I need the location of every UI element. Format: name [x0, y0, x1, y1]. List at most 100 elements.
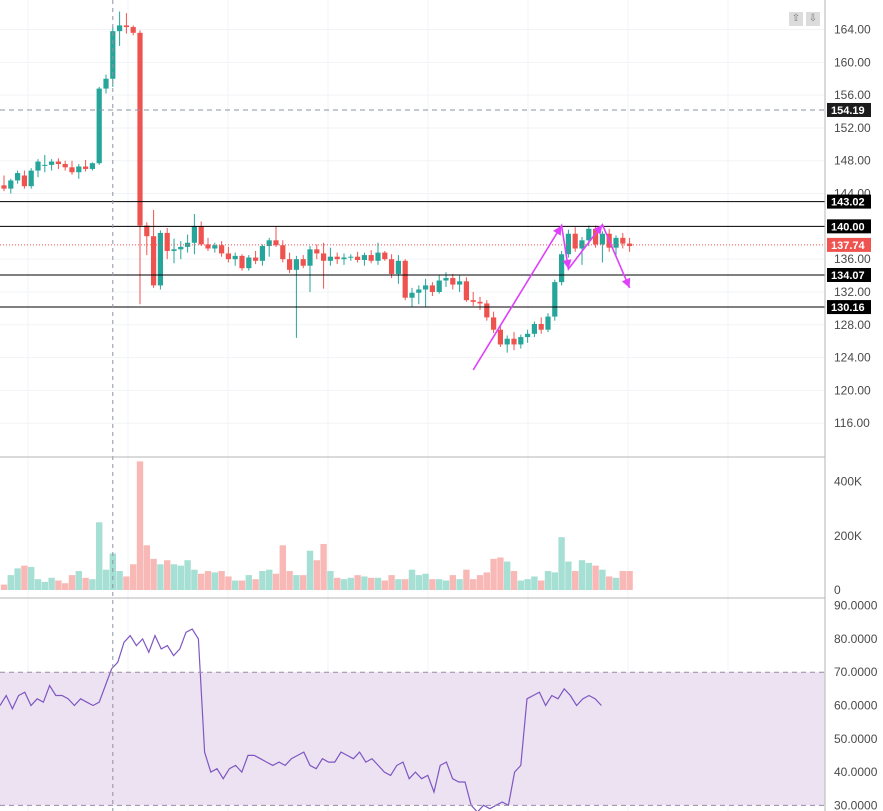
candle-body — [96, 88, 102, 164]
candle-body — [287, 259, 293, 270]
volume-axis: 400K 200K 0 — [834, 475, 862, 597]
candle-body — [389, 259, 395, 274]
rsi-tick-label: 80.0000 — [834, 632, 878, 646]
volume-bar — [102, 569, 110, 590]
candle-body — [212, 245, 218, 249]
price-tick-label: 156.00 — [834, 88, 871, 102]
scroll-up-icon[interactable]: ⇧ — [789, 12, 803, 26]
price-tag-box — [827, 102, 871, 117]
candle-body — [504, 338, 510, 345]
volume-bar — [327, 571, 334, 590]
volume-bar — [476, 575, 484, 590]
rsi-axis: 90.0000 80.0000 70.0000 60.0000 50.0000 40.00… — [834, 599, 878, 811]
volume-tick-label: 0 — [834, 583, 841, 597]
volume-bar — [585, 562, 592, 590]
price-tag-box — [827, 300, 871, 315]
volume-bar — [470, 579, 477, 590]
candle-body — [293, 259, 299, 270]
volume-bar — [96, 522, 103, 590]
volume-bar — [184, 560, 191, 590]
volume-bar — [490, 558, 497, 590]
candle-body — [307, 249, 313, 266]
candle-body — [246, 257, 252, 269]
volume-bar — [7, 575, 14, 590]
volume-bar — [436, 579, 443, 590]
volume-bar — [408, 569, 416, 590]
volume-bar — [150, 558, 157, 590]
volume-bar — [619, 571, 626, 590]
volume-bar — [286, 571, 293, 590]
volume-bar — [62, 583, 69, 590]
price-tick-label: 128.00 — [834, 318, 871, 332]
volume-bar — [558, 537, 565, 590]
price-tag: 140.00 — [827, 219, 871, 234]
candle-body — [117, 25, 123, 32]
volume-bar — [82, 577, 89, 590]
volume-bar — [551, 572, 558, 590]
volume-bar — [116, 571, 123, 590]
rsi-tick-label: 40.0000 — [834, 765, 878, 779]
candle-body — [565, 233, 571, 255]
price-tag-label: 154.19 — [831, 105, 865, 117]
volume-bar — [422, 573, 429, 590]
candle-body — [627, 243, 633, 247]
price-tag: 154.19 — [827, 102, 871, 117]
candle-body — [89, 163, 95, 169]
volume-bar — [524, 579, 531, 590]
candle-body — [198, 226, 204, 245]
candle-body — [178, 246, 184, 250]
price-tag: 143.02 — [827, 194, 871, 209]
volume-bar — [599, 569, 606, 590]
candle-body — [382, 252, 388, 260]
price-tick-label: 136.00 — [834, 252, 871, 266]
candle-body — [8, 180, 14, 189]
candle-body — [545, 316, 551, 330]
volume-bar — [41, 581, 48, 590]
candle-body — [42, 164, 48, 166]
volume-bar — [211, 572, 218, 590]
candle-body — [613, 237, 619, 248]
volume-bar — [300, 575, 307, 590]
rsi-tick-label: 50.0000 — [834, 732, 878, 746]
volume-bar — [14, 568, 21, 590]
candle-body — [130, 27, 136, 33]
volume-tick-label: 200K — [834, 529, 862, 543]
candle-body — [525, 333, 531, 338]
candle-body — [83, 166, 89, 169]
volume-bar — [266, 569, 273, 590]
volume-bar — [0, 584, 8, 590]
candle-body — [171, 249, 177, 251]
pattern-drawing[interactable] — [472, 223, 631, 371]
candle-body — [164, 232, 170, 251]
rsi-tick-label: 60.0000 — [834, 699, 878, 713]
volume-bar — [429, 579, 436, 590]
price-tick-label: 124.00 — [834, 351, 871, 365]
scroll-down-icon[interactable]: ⇩ — [806, 12, 820, 26]
candle-body — [586, 228, 592, 241]
candle-body — [511, 338, 517, 345]
rsi-band — [0, 672, 825, 806]
candle-body — [259, 246, 265, 261]
candle-body — [300, 259, 306, 266]
volume-bar — [483, 572, 490, 590]
candle-body — [518, 337, 524, 345]
candle-body — [593, 228, 599, 245]
volume-bars — [0, 461, 633, 590]
price-tick-label: 148.00 — [834, 154, 871, 168]
candle-body — [239, 255, 245, 269]
volume-bar — [592, 565, 599, 590]
volume-bar — [606, 576, 613, 590]
price-tick-label: 152.00 — [834, 121, 871, 135]
price-tag-box — [827, 237, 871, 252]
volume-bar — [198, 573, 205, 590]
candle-body — [205, 244, 211, 249]
price-tag-box — [827, 219, 871, 234]
volume-bar — [381, 580, 388, 590]
candle-body — [470, 300, 476, 302]
volume-bar — [157, 564, 164, 590]
horizontal-levels[interactable] — [0, 109, 825, 806]
candle-body — [49, 161, 55, 165]
volume-bar — [279, 545, 286, 590]
candle-body — [280, 245, 286, 260]
